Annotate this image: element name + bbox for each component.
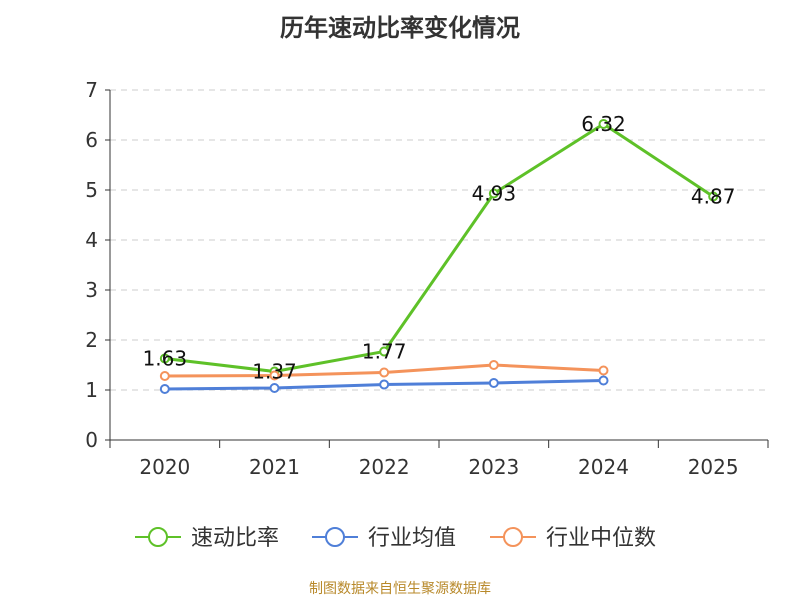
data-label: 1.63: [143, 347, 188, 371]
data-point: [708, 191, 719, 202]
data-label: 4.93: [472, 182, 517, 206]
chart-title: 历年速动比率变化情况: [280, 14, 520, 42]
legend-label: 行业均值: [368, 526, 456, 551]
source-note: 制图数据来自恒生聚源数据库: [309, 581, 491, 597]
data-label: 1.77: [362, 340, 407, 364]
data-point: [598, 375, 609, 386]
x-tick-label: 2021: [249, 455, 300, 479]
data-point: [598, 365, 609, 376]
legend-marker: [503, 527, 523, 547]
x-tick-label: 2025: [688, 455, 739, 479]
legend: 速动比率 行业均值 行业中位数: [135, 526, 656, 551]
data-label: 4.87: [691, 185, 736, 209]
y-tick-label: 5: [85, 178, 98, 202]
y-tick-label: 1: [85, 378, 98, 402]
y-tick-label: 6: [85, 128, 98, 152]
x-tick-label: 2022: [359, 455, 410, 479]
data-point: [598, 119, 609, 129]
x-tick-label: 2023: [468, 455, 519, 479]
y-tick-label: 7: [85, 78, 98, 102]
y-tick-label: 4: [85, 228, 98, 252]
data-point: [159, 384, 170, 394]
data-point: [488, 188, 499, 199]
legend-marker: [325, 527, 345, 547]
data-point: [488, 378, 499, 388]
x-tick-label: 2020: [139, 455, 190, 479]
data-point: [159, 371, 170, 381]
series-line: [164, 122, 714, 373]
data-point: [379, 367, 390, 378]
axes: 0 1 2 3 4 5 6 7 2020 2021 2022 2023 2024 2025: [85, 78, 769, 479]
data-point: [379, 379, 390, 390]
legend-marker: [148, 527, 168, 547]
data-point: [269, 383, 280, 393]
grid-lines: [110, 89, 768, 391]
legend-label: 行业中位数: [546, 526, 656, 551]
x-tick-label: 2024: [578, 455, 629, 479]
data-labels: 1.63 1.37 1.77 4.93 6.32 4.87: [143, 112, 736, 384]
y-tick-label: 0: [85, 428, 98, 452]
legend-label: 速动比率: [191, 526, 279, 551]
data-label: 6.32: [581, 112, 626, 136]
data-point: [379, 346, 390, 357]
data-label: 1.37: [252, 360, 297, 384]
y-tick-label: 3: [85, 278, 98, 302]
data-point: [159, 353, 170, 364]
data-point: [269, 370, 280, 381]
series-lines: [159, 119, 719, 394]
data-point: [488, 360, 499, 370]
y-tick-label: 2: [85, 328, 98, 352]
